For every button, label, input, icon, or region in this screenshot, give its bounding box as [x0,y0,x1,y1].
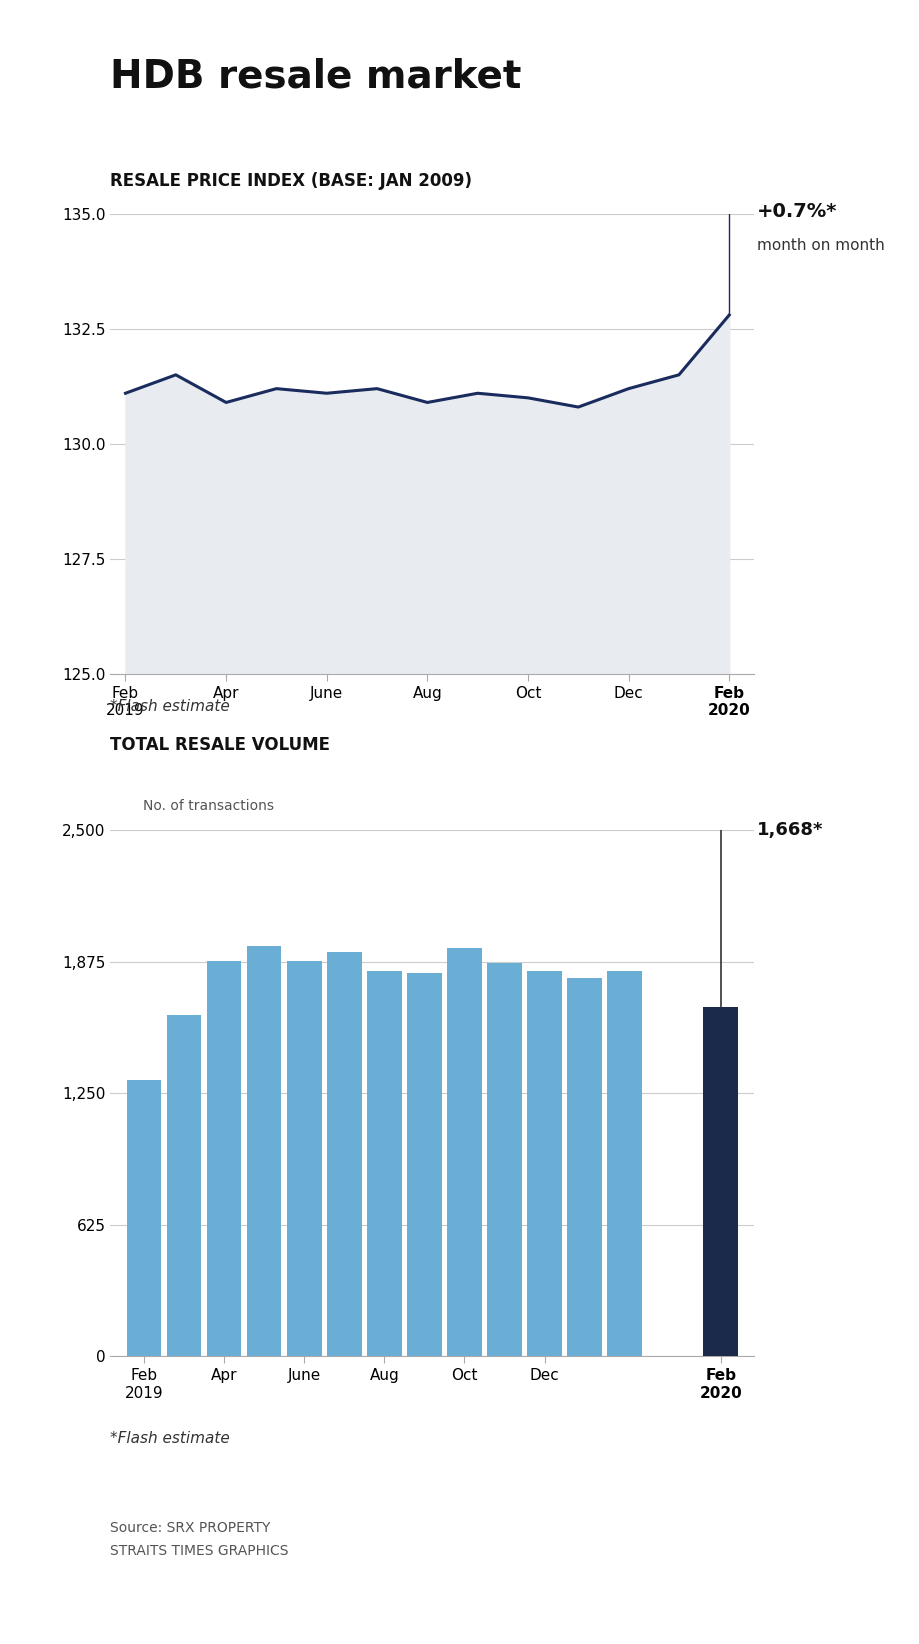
Text: 1,668*: 1,668* [756,822,823,838]
Bar [487,963,521,1356]
Text: *Flash estimate: *Flash estimate [110,1430,230,1447]
Bar [607,972,641,1356]
Bar [287,960,322,1356]
Text: TOTAL RESALE VOLUME: TOTAL RESALE VOLUME [110,737,330,755]
Bar [166,1016,201,1356]
Text: month on month: month on month [756,238,884,253]
Bar [127,1080,161,1356]
Bar [207,960,241,1356]
Text: +0.7%*: +0.7%* [756,202,836,220]
Bar [703,1008,737,1356]
Bar [326,952,361,1356]
Bar [527,972,562,1356]
Text: Source: SRX PROPERTY
STRAITS TIMES GRAPHICS: Source: SRX PROPERTY STRAITS TIMES GRAPH… [110,1521,289,1557]
Bar [447,949,482,1356]
Text: HDB resale market: HDB resale market [110,58,521,95]
Bar [406,973,441,1356]
Text: RESALE PRICE INDEX (BASE: JAN 2009): RESALE PRICE INDEX (BASE: JAN 2009) [110,173,471,189]
Text: No. of transactions: No. of transactions [142,799,273,812]
Text: *Flash estimate: *Flash estimate [110,699,230,715]
Bar [246,945,281,1356]
Bar [567,978,601,1356]
Bar [367,972,402,1356]
